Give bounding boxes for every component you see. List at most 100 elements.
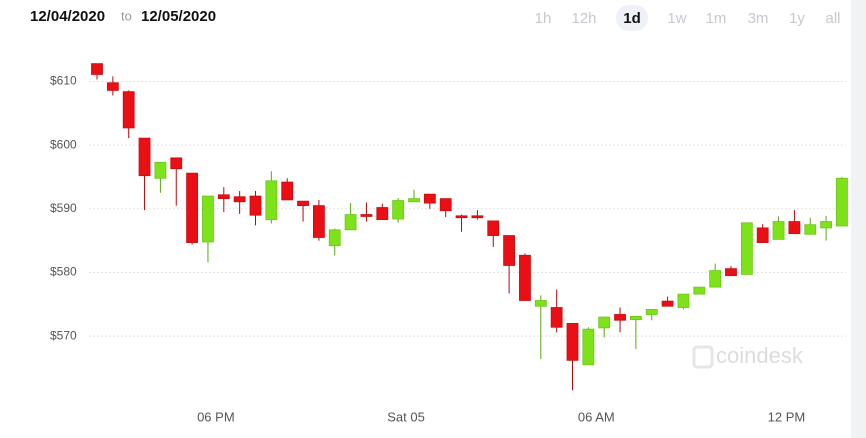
candle	[170, 157, 183, 206]
candle-body	[519, 254, 531, 301]
candle	[344, 203, 357, 231]
candle	[281, 178, 294, 201]
candle-body	[233, 196, 246, 203]
candle	[91, 63, 103, 80]
candle-body	[677, 293, 690, 308]
candle-body	[788, 221, 801, 235]
range-button[interactable]: 1y	[789, 10, 805, 27]
candle-body	[550, 307, 563, 328]
range-button[interactable]: 12h	[571, 10, 596, 27]
y-tick-label: $600	[50, 137, 77, 151]
x-tick-label: 06 PM	[197, 409, 235, 424]
watermark-text: coindesk	[716, 343, 804, 368]
date-to: 12/05/2020	[141, 8, 216, 25]
candle	[138, 137, 151, 211]
candle-body	[106, 82, 119, 91]
candle	[408, 189, 420, 203]
candle-body	[297, 200, 309, 207]
watermark: coindesk	[692, 343, 804, 369]
x-tick-label: 12 PM	[768, 409, 806, 424]
candle-body	[582, 328, 595, 366]
candle	[122, 90, 135, 139]
candle	[677, 293, 690, 310]
candle-body	[186, 172, 199, 243]
range-button[interactable]: 1d	[623, 10, 641, 27]
candle	[566, 323, 579, 391]
candle	[820, 215, 832, 241]
candle-body	[630, 316, 642, 320]
y-tick-label: $570	[50, 328, 77, 342]
y-tick-label: $610	[50, 74, 77, 88]
candle	[202, 195, 214, 263]
candle	[106, 76, 119, 96]
range-selected-bg	[616, 5, 648, 31]
candle-body	[202, 195, 214, 243]
candle-body	[122, 91, 135, 129]
candle-body	[281, 181, 294, 201]
candle	[645, 309, 658, 321]
candle-body	[725, 268, 737, 277]
candle-body	[170, 157, 183, 170]
candle-body	[503, 235, 516, 266]
candle-body	[408, 198, 420, 203]
x-tick-label: Sat 05	[387, 409, 425, 424]
candle	[772, 216, 785, 240]
candle-body	[487, 220, 500, 236]
candle-body	[138, 137, 151, 177]
candle-body	[91, 63, 103, 75]
candle	[788, 210, 801, 235]
candle-body	[820, 221, 832, 229]
candle	[249, 190, 262, 226]
range-button[interactable]: 1h	[535, 10, 552, 27]
candle	[392, 197, 405, 223]
candle	[186, 172, 199, 245]
candle-body	[693, 286, 706, 295]
y-tick-label: $590	[50, 201, 77, 215]
range-button[interactable]: 3m	[748, 10, 769, 27]
candle-body	[423, 193, 436, 204]
candle-body	[709, 270, 722, 288]
candle-body	[455, 215, 468, 219]
candle	[360, 202, 373, 222]
range-button[interactable]: 1m	[706, 10, 727, 27]
candle	[455, 214, 468, 232]
candle	[503, 235, 516, 294]
candle-body	[598, 316, 611, 329]
candle	[709, 263, 722, 288]
candle-body	[392, 200, 405, 220]
candle	[312, 199, 325, 241]
candle-body	[439, 198, 452, 212]
candle-body	[344, 214, 357, 231]
range-button[interactable]: all	[825, 10, 840, 27]
candle-body	[645, 309, 658, 315]
candle	[661, 296, 674, 307]
candle	[519, 253, 531, 301]
candle	[376, 203, 389, 221]
candle	[582, 327, 595, 366]
candle	[725, 266, 737, 277]
candle	[297, 200, 309, 222]
candle-body	[265, 180, 278, 221]
candle	[804, 217, 817, 235]
candle	[471, 210, 484, 220]
candle-body	[756, 227, 769, 243]
candle-body	[328, 229, 341, 247]
candle-body	[740, 222, 753, 275]
x-tick-label: 06 AM	[578, 409, 615, 424]
candle-body	[360, 214, 373, 217]
candle-body	[661, 300, 674, 307]
candle-body	[772, 221, 785, 240]
range-button[interactable]: 1w	[667, 10, 686, 27]
candle-body	[312, 205, 325, 238]
candle-body	[804, 224, 817, 235]
candle	[328, 228, 341, 256]
candle-body	[566, 323, 579, 361]
candle	[439, 198, 452, 218]
side-strip	[851, 0, 866, 438]
candle-body	[534, 300, 547, 307]
date-separator: to	[121, 8, 132, 23]
candle	[154, 161, 167, 193]
candle	[693, 286, 706, 295]
